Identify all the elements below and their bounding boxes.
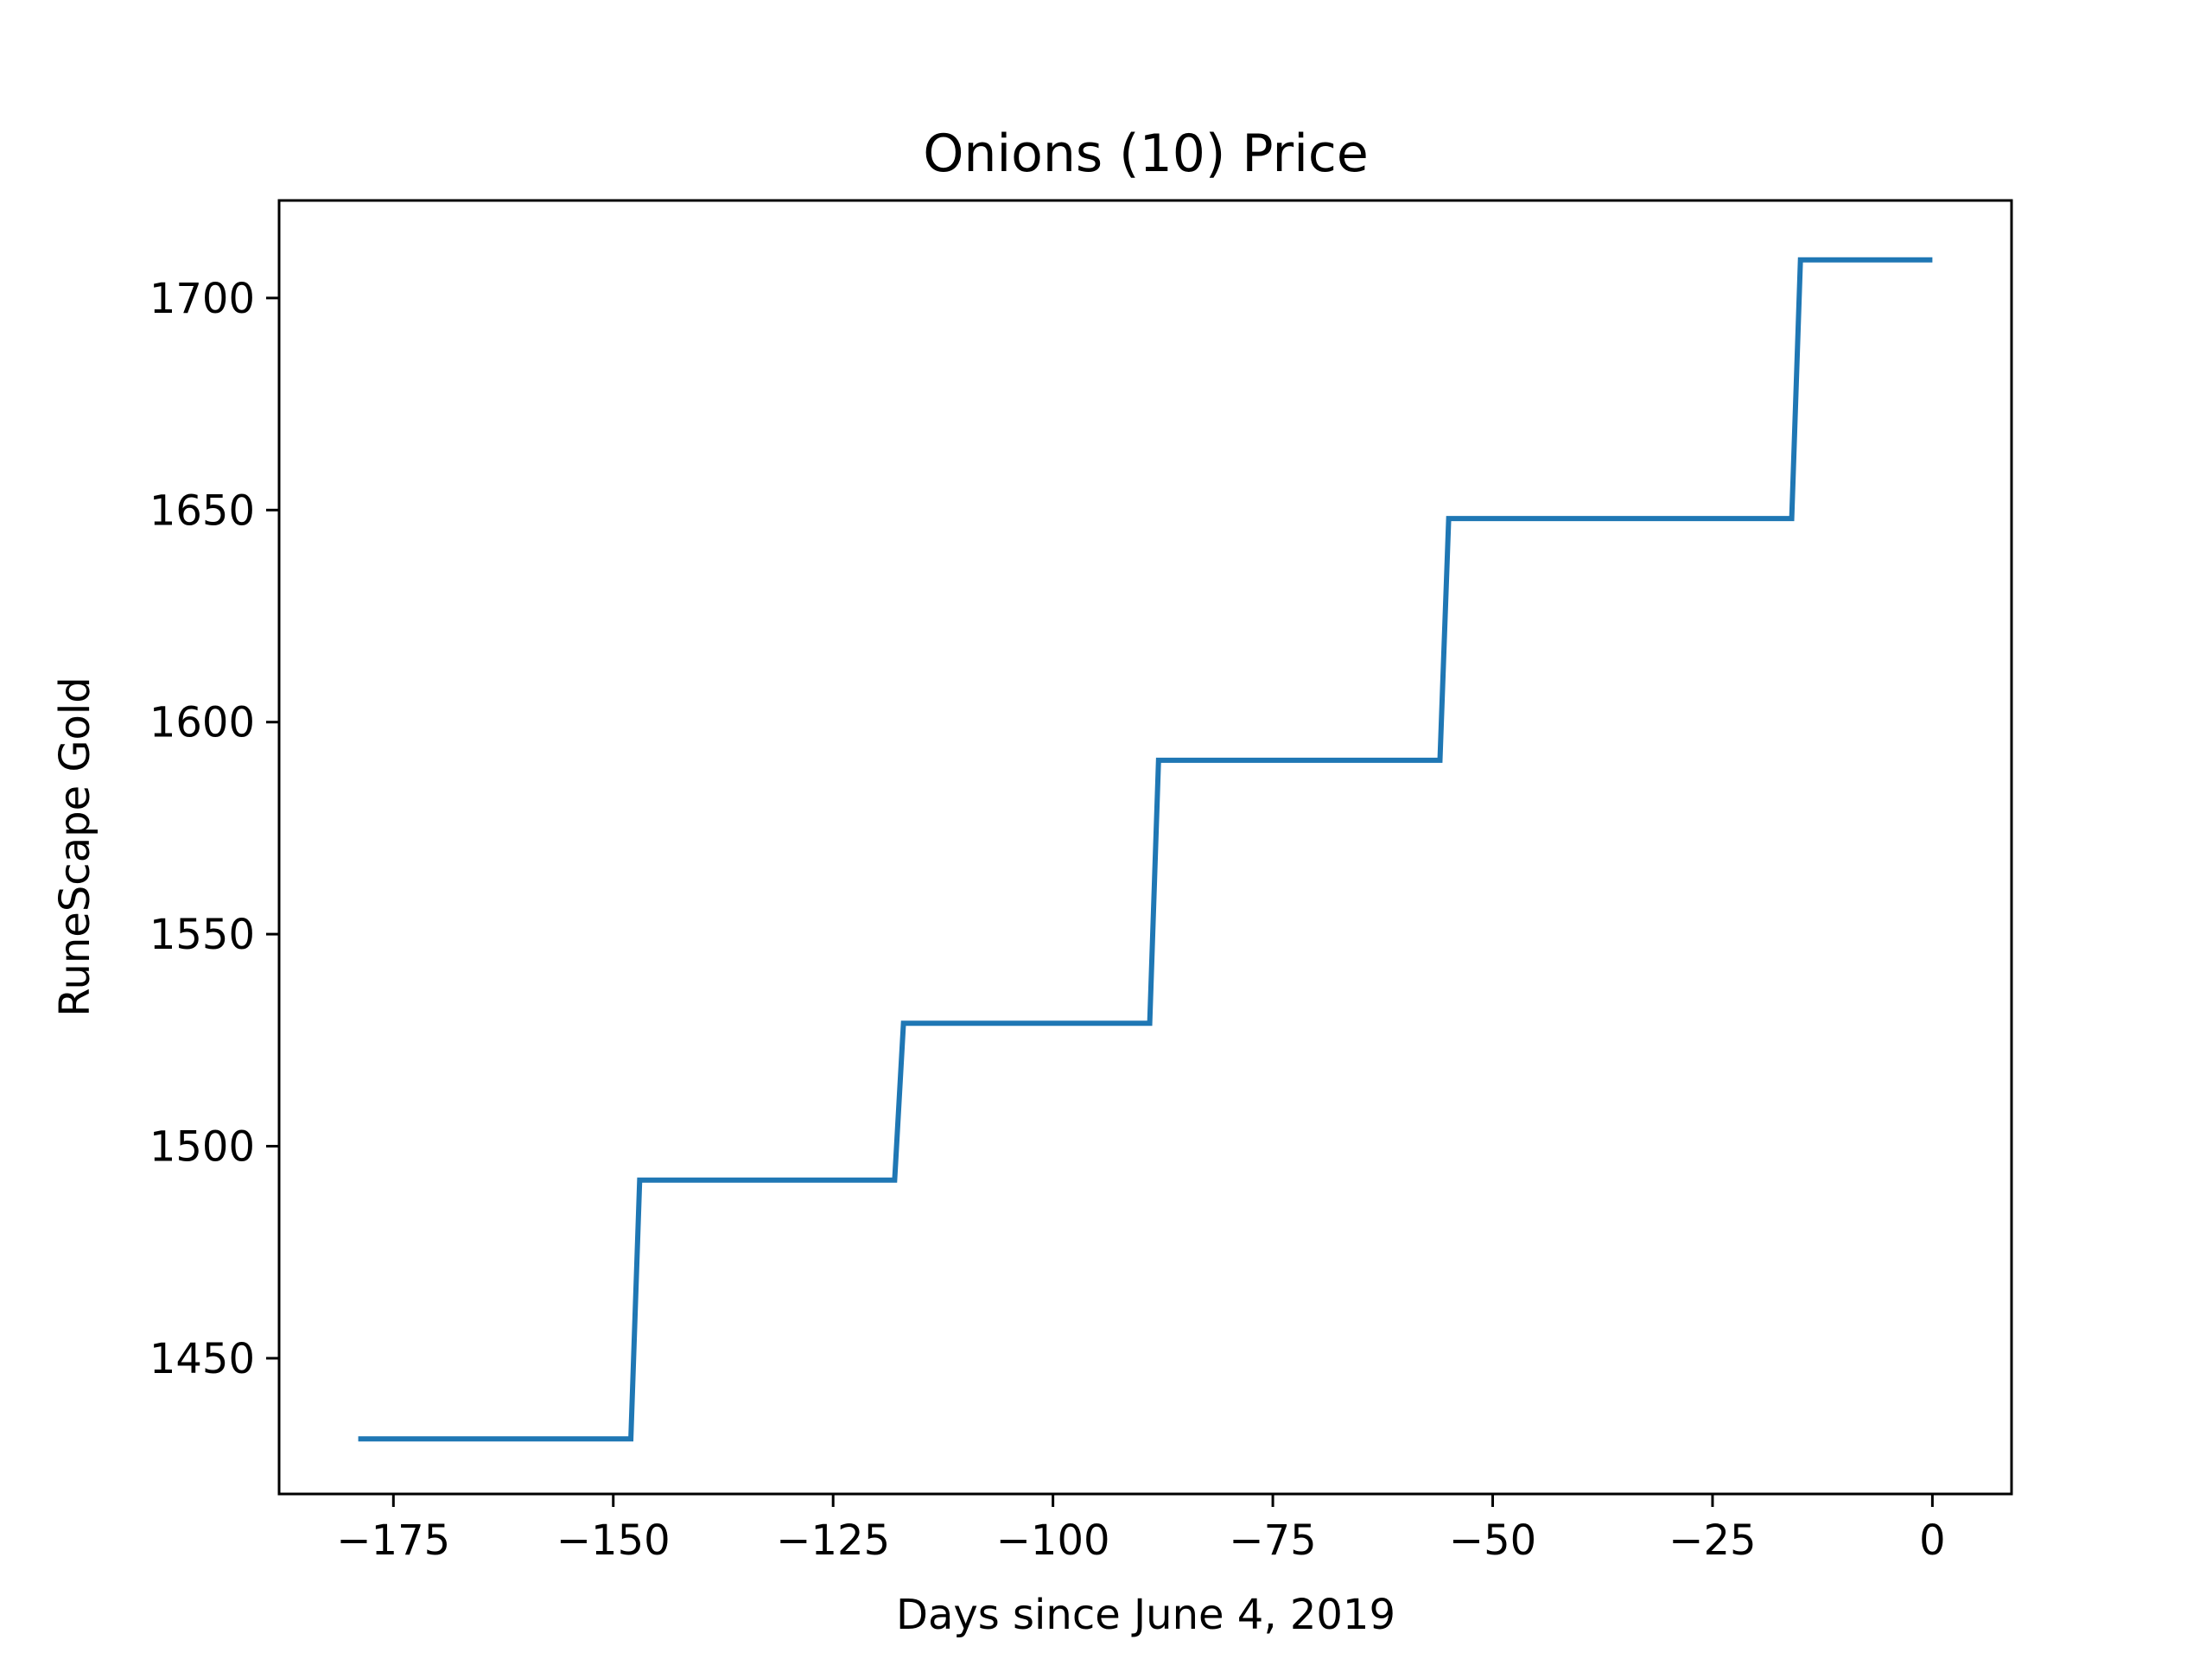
y-tick-label: 1600 — [149, 699, 255, 747]
y-tick-label: 1450 — [149, 1335, 255, 1383]
plot-area — [358, 257, 1933, 1442]
y-tick-label: 1500 — [149, 1123, 255, 1172]
price-line-series-0 — [358, 257, 1933, 1442]
y-tick-label: 1700 — [149, 275, 255, 323]
x-tick-label: −50 — [1449, 1516, 1536, 1565]
plot-frame — [277, 199, 2013, 1496]
x-axis: −175 −150 −125 −100 −75 −50 −25 0 — [336, 1494, 1946, 1565]
x-tick-label: −25 — [1669, 1516, 1756, 1565]
x-tick-label: −150 — [556, 1516, 671, 1565]
y-tick-label: 1650 — [149, 486, 255, 535]
x-tick-label: −75 — [1229, 1516, 1316, 1565]
y-axis-label: RuneScape Gold — [51, 677, 99, 1016]
x-tick-label: −175 — [336, 1516, 450, 1565]
x-tick-label: 0 — [1919, 1516, 1946, 1565]
y-axis: 1450 1500 1550 1600 1650 1700 — [149, 275, 279, 1383]
x-tick-label: −125 — [776, 1516, 890, 1565]
x-tick-label: −100 — [996, 1516, 1110, 1565]
chart-title: Onions (10) Price — [923, 124, 1369, 184]
y-tick-label: 1550 — [149, 911, 255, 959]
x-axis-label: Days since June 4, 2019 — [896, 1591, 1395, 1639]
